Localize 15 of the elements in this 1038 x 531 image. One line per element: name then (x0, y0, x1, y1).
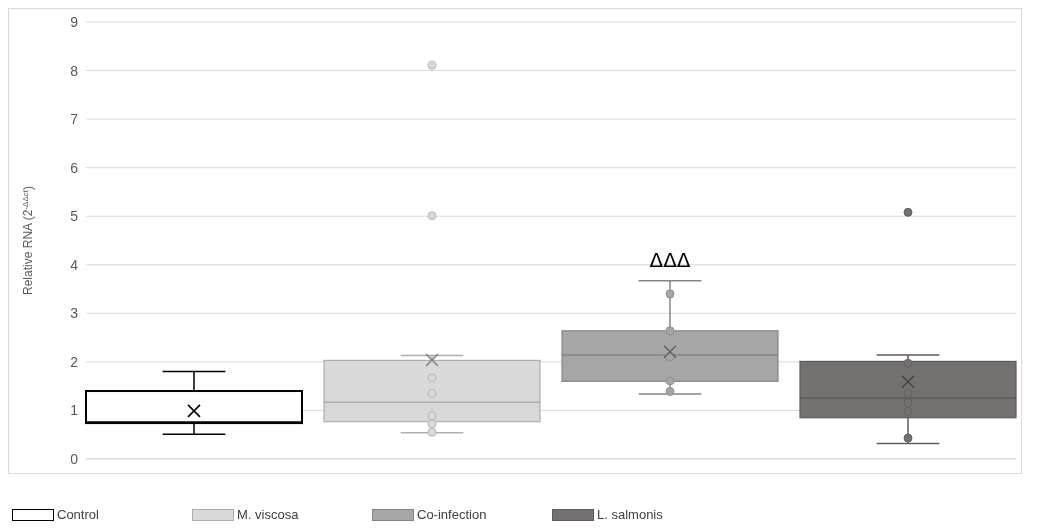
y-tick-label: 6 (70, 159, 79, 176)
y-tick-label: 5 (70, 208, 79, 225)
y-tick-label: 9 (70, 13, 79, 30)
y-tick-label: 2 (70, 353, 79, 370)
legend-label: Co-infection (417, 507, 487, 522)
legend-label: Control (57, 507, 99, 522)
legend-label: L. salmonis (597, 507, 663, 522)
y-tick-label: 7 (70, 111, 79, 128)
annotation: ΔΔΔ (649, 247, 691, 272)
y-tick-label: 0 (70, 450, 79, 467)
y-tick-label: 8 (70, 62, 79, 79)
legend-label: M. viscosa (237, 507, 299, 522)
y-tick-label: 1 (70, 402, 79, 419)
y-tick-label: 4 (70, 256, 79, 273)
y-tick-label: 3 (70, 305, 79, 322)
